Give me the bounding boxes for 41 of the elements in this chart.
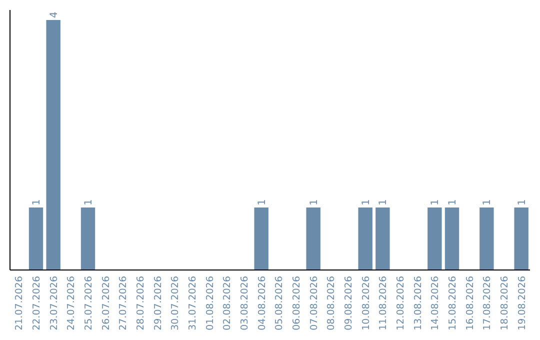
x-tick-label: 22.07.2026 xyxy=(32,276,42,330)
x-tick-label: 04.08.2026 xyxy=(256,276,268,330)
data-label: 1 xyxy=(32,199,42,206)
data-label: 1 xyxy=(378,199,390,206)
x-tick-label: 17.08.2026 xyxy=(482,276,494,330)
x-tick-label: 31.07.2026 xyxy=(188,276,198,330)
x-tick-label: 19.08.2026 xyxy=(516,276,528,330)
data-label: 1 xyxy=(84,199,94,206)
x-tick-label: 08.08.2026 xyxy=(326,276,338,330)
data-label: 1 xyxy=(430,199,442,206)
x-tick-label: 30.07.2026 xyxy=(170,276,182,330)
x-tick-label: 21.07.2026 xyxy=(14,276,26,330)
x-tick-label: 01.08.2026 xyxy=(204,276,216,330)
data-label: 1 xyxy=(256,199,268,206)
data-label: 4 xyxy=(48,12,60,18)
x-tick-label: 26.07.2026 xyxy=(100,276,112,330)
x-tick-label: 16.08.2026 xyxy=(464,276,476,330)
x-tick-label: 15.08.2026 xyxy=(448,276,458,330)
x-tick-label: 05.08.2026 xyxy=(274,276,286,330)
data-label: 1 xyxy=(482,199,494,206)
x-tick-label: 07.08.2026 xyxy=(308,276,320,330)
x-tick-label: 18.08.2026 xyxy=(500,276,510,330)
x-tick-label: 03.08.2026 xyxy=(240,276,250,330)
x-tick-label: 24.07.2026 xyxy=(66,276,78,330)
data-label: 1 xyxy=(308,199,320,206)
x-tick-label: 25.07.2026 xyxy=(84,276,94,330)
x-tick-label: 28.07.2026 xyxy=(136,276,146,330)
x-tick-label: 23.07.2026 xyxy=(48,276,60,330)
x-tick-label: 27.07.2026 xyxy=(118,276,130,330)
x-tick-label: 02.08.2026 xyxy=(222,276,234,330)
x-tick-label: 10.08.2026 xyxy=(360,276,372,330)
x-tick-label: 14.08.2026 xyxy=(430,276,442,330)
x-tick-label: 29.07.2026 xyxy=(152,276,164,330)
data-label: 1 xyxy=(360,199,372,206)
x-tick-label: 12.08.2026 xyxy=(396,276,406,330)
data-label: 1 xyxy=(516,199,528,206)
x-tick-label: 11.08.2026 xyxy=(378,276,390,330)
x-tick-label: 13.08.2026 xyxy=(412,276,424,330)
data-label: 1 xyxy=(448,199,458,206)
x-tick-label: 09.08.2026 xyxy=(344,276,354,330)
x-tick-label: 06.08.2026 xyxy=(292,276,302,330)
